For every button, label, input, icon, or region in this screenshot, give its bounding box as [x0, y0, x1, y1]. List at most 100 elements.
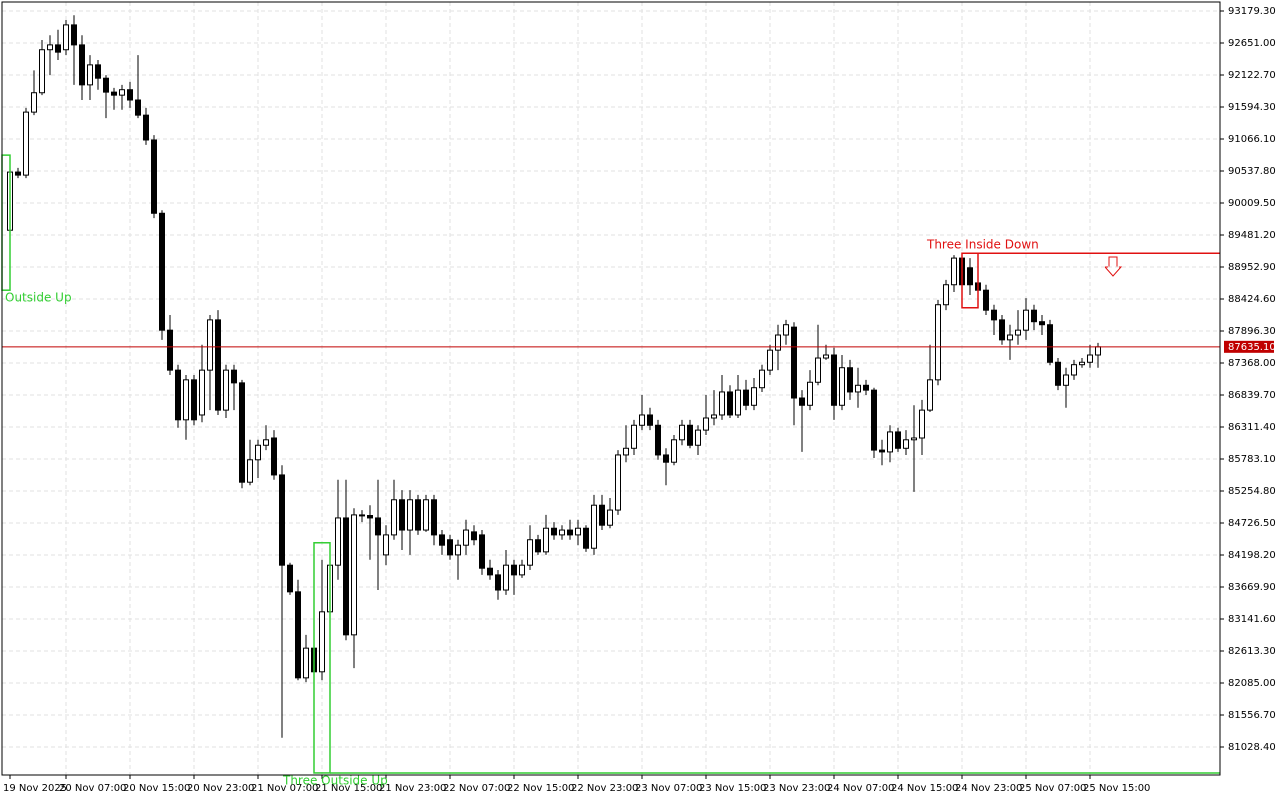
candle-body: [895, 431, 901, 449]
y-tick-label: 92122.70: [1228, 70, 1276, 81]
candle-body: [223, 369, 229, 411]
x-tick-label: 23 Nov 07:00: [635, 783, 702, 794]
candle-body: [447, 539, 453, 556]
candle-body: [551, 527, 557, 536]
candle-body: [431, 499, 437, 536]
candle-body: [359, 514, 365, 517]
x-tick-label: 25 Nov 07:00: [1019, 783, 1086, 794]
x-tick-label: 21 Nov 07:00: [251, 783, 318, 794]
candle-body: [399, 499, 405, 531]
pattern-box: [313, 542, 331, 774]
y-tick-label: 83141.60: [1228, 614, 1276, 625]
candle-body: [535, 539, 541, 553]
candle-body: [375, 517, 381, 536]
y-tick-label: 89481.20: [1228, 230, 1276, 241]
x-tick-label: 23 Nov 23:00: [763, 783, 830, 794]
candle-body: [911, 437, 917, 441]
x-tick-label: 19 Nov 2025: [3, 783, 67, 794]
candle-body: [135, 99, 141, 116]
candle-body: [719, 391, 725, 416]
candle-body: [983, 289, 989, 311]
candle-body: [591, 504, 597, 549]
candle-body: [1055, 361, 1061, 386]
y-tick-label: 82613.30: [1228, 646, 1276, 657]
candle-body: [167, 329, 173, 371]
candle-body: [815, 357, 821, 383]
y-tick-label: 93179.30: [1228, 6, 1276, 17]
candle-body: [599, 504, 605, 526]
candle-body: [255, 444, 261, 461]
candle-body: [767, 349, 773, 371]
candle-body: [151, 139, 157, 214]
y-tick-label: 92651.00: [1228, 38, 1276, 49]
candle-body: [455, 544, 461, 556]
candle-body: [687, 424, 693, 446]
candle-body: [367, 515, 373, 519]
candle-body: [463, 529, 469, 546]
candle-body: [1015, 329, 1021, 336]
candle-body: [759, 369, 765, 389]
candle-body: [999, 319, 1005, 341]
candle-body: [727, 391, 733, 416]
candle-body: [775, 334, 781, 351]
candle-body: [471, 531, 477, 541]
x-tick-label: 24 Nov 15:00: [891, 783, 958, 794]
candle-body: [735, 389, 741, 416]
candle-body: [751, 387, 757, 406]
y-tick-label: 90537.80: [1228, 166, 1276, 177]
candle-body: [847, 367, 853, 393]
y-tick-label: 91594.30: [1228, 102, 1276, 113]
candle-body: [935, 304, 941, 381]
candle-body: [95, 64, 101, 79]
candle-body: [855, 384, 861, 393]
candle-body: [799, 397, 805, 406]
candle-body: [791, 326, 797, 399]
candle-body: [615, 454, 621, 511]
candle-body: [511, 564, 517, 576]
candle-body: [1007, 334, 1013, 341]
candle-body: [31, 92, 37, 113]
candle-body: [623, 447, 629, 456]
candle-body: [175, 369, 181, 421]
candle-body: [887, 431, 893, 453]
candle-body: [583, 527, 589, 549]
candle-body: [335, 517, 341, 566]
plot-frame: [1, 1, 1221, 776]
candle-body: [655, 424, 661, 456]
candle-body: [79, 44, 85, 86]
candle-body: [711, 414, 717, 419]
y-tick-label: 86839.70: [1228, 390, 1276, 401]
candle-body: [695, 429, 701, 446]
candle-body: [679, 424, 685, 441]
candle-body: [127, 89, 133, 101]
candle-body: [23, 111, 29, 176]
candle-body: [303, 647, 309, 679]
candle-body: [343, 517, 349, 636]
candle-body: [351, 514, 357, 636]
x-tick-label: 20 Nov 15:00: [123, 783, 190, 794]
candle-body: [871, 389, 877, 451]
candle-body: [863, 384, 869, 391]
candle-body: [183, 379, 189, 421]
candle-body: [663, 454, 669, 463]
candle-body: [239, 382, 245, 483]
candle-body: [967, 267, 973, 286]
candle-body: [199, 369, 205, 416]
y-tick-label: 87896.30: [1228, 326, 1276, 337]
y-tick-label: 81028.40: [1228, 742, 1276, 753]
candle-body: [407, 499, 413, 531]
candle-body: [991, 309, 997, 321]
candle-body: [1023, 309, 1029, 331]
y-tick-label: 91066.10: [1228, 134, 1276, 145]
candle-body: [87, 64, 93, 86]
candle-body: [1095, 346, 1101, 356]
candle-body: [639, 414, 645, 426]
y-tick-label: 82085.00: [1228, 678, 1276, 689]
candle-body: [567, 529, 573, 536]
candle-body: [1047, 324, 1053, 363]
y-tick-label: 85254.80: [1228, 486, 1276, 497]
candle-body: [903, 439, 909, 449]
last-price-box: [1224, 340, 1274, 353]
x-tick-label: 21 Nov 15:00: [315, 783, 382, 794]
